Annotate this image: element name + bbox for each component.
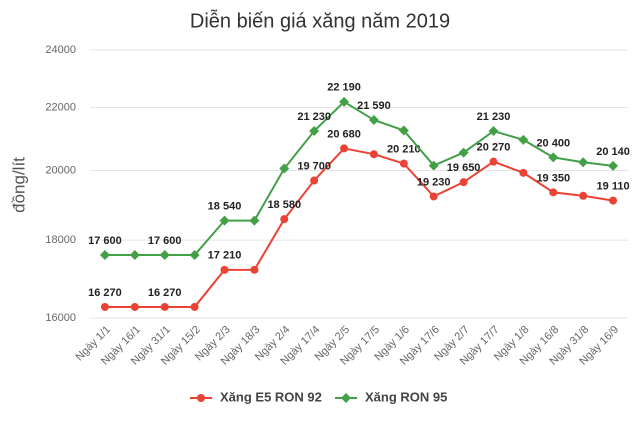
y-tick-label: 22000 bbox=[45, 101, 76, 113]
data-point bbox=[250, 265, 259, 274]
data-label: 21 590 bbox=[357, 100, 391, 112]
data-label: 17 600 bbox=[148, 235, 182, 247]
legend-label: Xăng RON 95 bbox=[365, 389, 447, 404]
data-point bbox=[100, 302, 109, 311]
data-point bbox=[368, 114, 379, 125]
data-point bbox=[488, 126, 499, 137]
data-label: 20 680 bbox=[327, 128, 361, 140]
data-label: 20 140 bbox=[596, 146, 630, 158]
data-point bbox=[99, 250, 110, 261]
data-point bbox=[190, 302, 199, 311]
data-point bbox=[220, 265, 229, 274]
data-label: 18 580 bbox=[267, 199, 301, 211]
data-point bbox=[309, 126, 320, 137]
data-point bbox=[428, 160, 439, 171]
data-label: 20 210 bbox=[387, 144, 421, 156]
data-label: 17 210 bbox=[208, 250, 242, 262]
data-point bbox=[340, 144, 349, 153]
data-point bbox=[519, 168, 528, 177]
legend-marker bbox=[341, 393, 351, 403]
data-label: 20 400 bbox=[536, 137, 570, 149]
data-point bbox=[369, 150, 378, 159]
data-point bbox=[160, 302, 169, 311]
y-tick-label: 24000 bbox=[45, 44, 76, 56]
data-point bbox=[608, 160, 619, 171]
data-label: 21 230 bbox=[477, 111, 511, 123]
data-point bbox=[130, 302, 139, 311]
data-label: 19 230 bbox=[417, 176, 451, 188]
legend-marker bbox=[197, 394, 205, 402]
data-point bbox=[399, 159, 408, 168]
data-label: 21 230 bbox=[297, 111, 331, 123]
data-label: 19 350 bbox=[536, 172, 570, 184]
data-point bbox=[548, 152, 559, 163]
data-label: 16 270 bbox=[88, 287, 122, 299]
data-label: 16 270 bbox=[148, 287, 182, 299]
data-point bbox=[398, 125, 409, 136]
data-point bbox=[279, 163, 290, 174]
data-label: 20 270 bbox=[477, 142, 511, 154]
data-point bbox=[310, 176, 319, 185]
data-point bbox=[459, 178, 468, 187]
data-point bbox=[219, 215, 230, 226]
data-point bbox=[129, 250, 140, 261]
y-tick-label: 20000 bbox=[45, 164, 76, 176]
y-axis-label: đồng/lít bbox=[9, 157, 28, 213]
data-point bbox=[489, 157, 498, 166]
data-label: 22 190 bbox=[327, 82, 361, 94]
data-label: 19 700 bbox=[297, 160, 331, 172]
data-point bbox=[249, 215, 260, 226]
data-point bbox=[280, 215, 289, 224]
data-label: 18 540 bbox=[208, 201, 242, 213]
data-label: 17 600 bbox=[88, 235, 122, 247]
series-line bbox=[104, 147, 614, 308]
data-point bbox=[159, 250, 170, 261]
legend-label: Xăng E5 RON 92 bbox=[220, 389, 322, 404]
y-tick-label: 18000 bbox=[45, 234, 76, 246]
data-point bbox=[578, 157, 589, 168]
data-point bbox=[609, 196, 618, 205]
data-point bbox=[518, 134, 529, 145]
y-tick-label: 16000 bbox=[45, 312, 76, 324]
data-label: 19 650 bbox=[447, 162, 481, 174]
data-point bbox=[549, 188, 558, 197]
data-label: 19 110 bbox=[597, 181, 630, 193]
data-point bbox=[339, 96, 350, 107]
data-point bbox=[429, 192, 438, 201]
data-point bbox=[458, 147, 469, 158]
chart-title: Diễn biến giá xăng năm 2019 bbox=[190, 9, 450, 32]
data-point bbox=[579, 191, 588, 200]
data-point bbox=[189, 250, 200, 261]
